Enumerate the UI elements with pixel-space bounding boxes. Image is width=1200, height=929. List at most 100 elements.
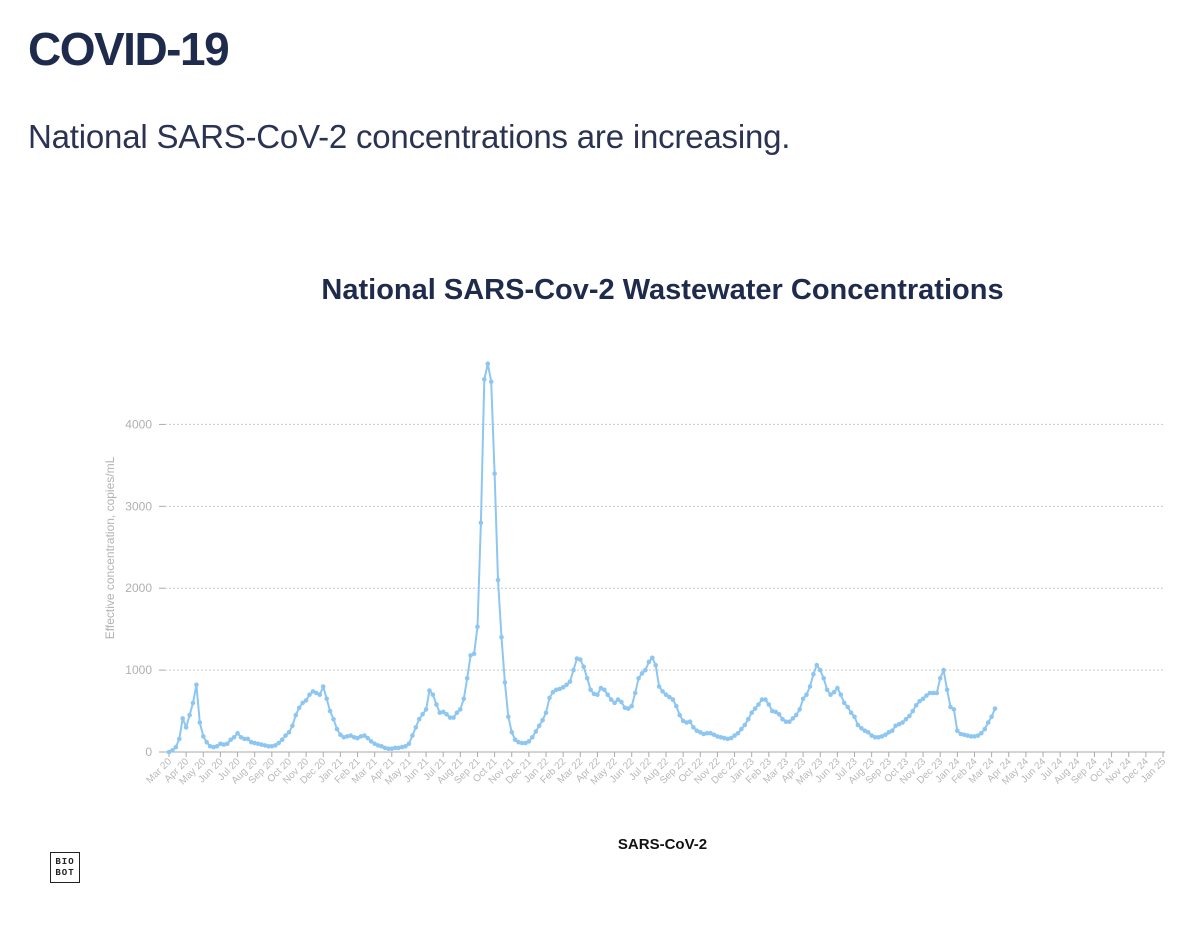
data-point <box>656 684 662 689</box>
data-point <box>674 703 679 709</box>
data-point <box>204 739 209 745</box>
logo-line-1: BIO <box>55 856 75 867</box>
data-point <box>670 697 676 702</box>
data-point <box>982 726 988 732</box>
data-point <box>917 698 922 704</box>
data-point <box>903 716 909 722</box>
data-point <box>793 712 799 718</box>
data-point <box>924 693 929 698</box>
data-point <box>482 377 487 382</box>
data-point <box>975 733 981 738</box>
data-point <box>194 682 199 688</box>
data-point <box>691 725 696 730</box>
data-point <box>540 717 545 723</box>
data-point <box>543 710 549 715</box>
data-point <box>444 712 449 717</box>
data-point <box>180 716 185 721</box>
data-point <box>183 725 189 730</box>
data-point <box>338 732 343 738</box>
data-point <box>835 685 840 691</box>
data-point <box>423 707 429 712</box>
data-point <box>763 697 768 702</box>
data-point <box>331 716 336 722</box>
data-point <box>951 707 957 712</box>
data-point <box>471 651 477 656</box>
data-point <box>955 728 960 733</box>
data-point <box>259 742 264 747</box>
data-point <box>502 680 508 685</box>
y-tick-label-1000: 1000 <box>125 663 152 677</box>
data-point <box>269 744 275 749</box>
data-point <box>519 740 525 746</box>
data-point <box>598 685 604 691</box>
data-point <box>207 744 213 749</box>
data-point <box>506 714 511 720</box>
data-point <box>766 702 772 707</box>
data-point <box>859 726 864 731</box>
data-point <box>296 705 302 711</box>
data-point <box>221 742 227 747</box>
data-point <box>440 709 446 715</box>
data-point <box>636 676 641 681</box>
data-point <box>883 732 888 738</box>
data-point <box>368 739 374 744</box>
data-point <box>749 710 754 715</box>
series-line <box>168 362 996 753</box>
data-point <box>266 744 271 749</box>
data-point <box>800 696 806 702</box>
data-point <box>838 692 844 697</box>
data-point <box>896 721 902 727</box>
data-point <box>814 662 820 668</box>
data-point <box>595 692 600 697</box>
data-point <box>530 735 535 740</box>
data-point <box>499 635 504 640</box>
data-point <box>177 736 182 742</box>
data-point <box>790 716 796 721</box>
data-point <box>420 712 425 717</box>
data-point <box>413 725 419 730</box>
data-point <box>756 702 761 707</box>
data-point <box>324 696 330 702</box>
data-point <box>526 739 532 744</box>
data-point <box>492 471 497 476</box>
data-point <box>327 708 333 714</box>
data-point <box>780 716 785 722</box>
data-point <box>773 709 778 715</box>
data-point <box>979 730 984 736</box>
data-point <box>201 734 206 739</box>
data-point <box>410 733 415 738</box>
data-point <box>869 733 874 738</box>
data-point <box>865 730 871 735</box>
data-point <box>242 736 247 742</box>
data-point <box>495 577 501 583</box>
data-point <box>989 714 994 720</box>
data-point <box>392 745 398 751</box>
data-point <box>557 686 562 692</box>
data-point <box>783 719 789 724</box>
page-title: COVID-19 <box>28 23 230 75</box>
y-tick-label-3000: 3000 <box>125 499 152 513</box>
data-point <box>608 697 614 702</box>
legend-entry[interactable]: SARS-CoV-2 <box>617 836 708 853</box>
data-point <box>937 676 943 681</box>
data-point <box>190 700 196 706</box>
data-point <box>488 379 494 385</box>
data-point <box>293 712 299 718</box>
data-point <box>317 692 323 697</box>
data-point <box>704 730 710 736</box>
data-point <box>300 700 306 706</box>
data-point <box>811 671 816 677</box>
data-point <box>629 703 634 709</box>
data-point <box>458 707 463 712</box>
data-point <box>927 690 933 696</box>
data-point <box>286 730 292 735</box>
data-point <box>303 698 309 703</box>
data-point <box>403 744 408 749</box>
data-point <box>314 690 319 696</box>
data-point <box>454 710 460 715</box>
data-point <box>852 714 857 720</box>
data-point <box>920 696 926 702</box>
data-point <box>934 690 940 696</box>
